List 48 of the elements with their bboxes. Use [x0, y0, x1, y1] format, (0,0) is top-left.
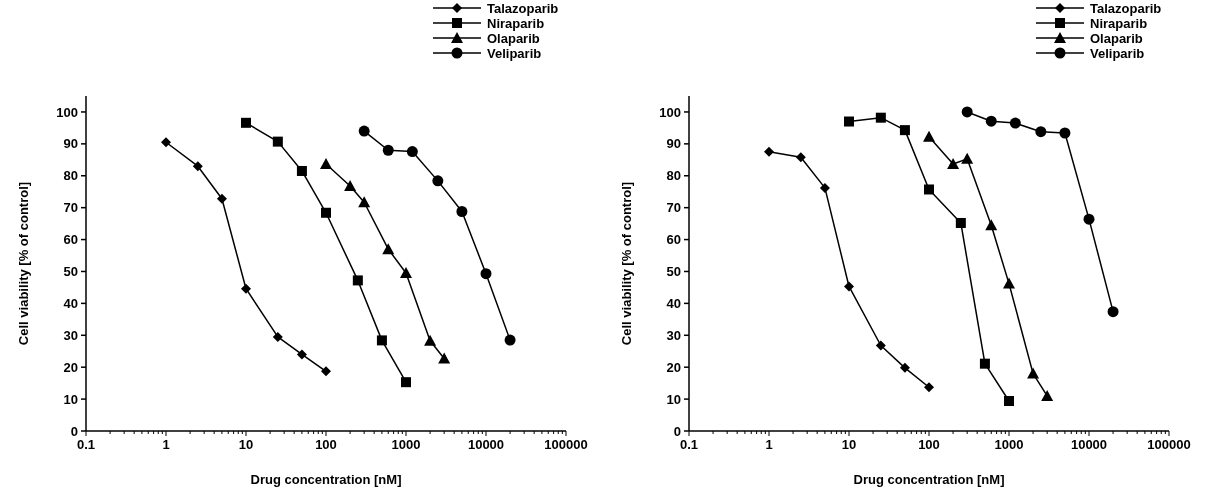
y-tick-label: 30: [63, 327, 78, 343]
x-tick-label: 1000: [994, 437, 1024, 452]
y-tick-label: 70: [63, 200, 78, 216]
y-tick-label: 80: [666, 168, 681, 184]
x-tick-label: 100: [315, 437, 337, 452]
legend-label: Veliparib: [1090, 45, 1145, 61]
x-tick-label: 10000: [467, 437, 505, 452]
y-tick-label: 100: [659, 104, 681, 120]
x-tick-label: 1: [765, 437, 773, 452]
y-tick-label: 20: [666, 359, 681, 375]
y-axis-title: Cell viability [% of control]: [619, 181, 634, 346]
y-tick-label: 50: [666, 264, 681, 280]
y-axis-title: Cell viability [% of control]: [16, 181, 31, 346]
y-tick-label: 50: [63, 264, 78, 280]
legend-label: Talazoparib: [487, 0, 559, 16]
y-tick-label: 40: [63, 295, 78, 311]
x-tick-label: 10: [238, 437, 254, 452]
legend-label: Niraparib: [487, 15, 545, 31]
x-axis-title: Drug concentration [nM]: [853, 472, 1005, 487]
x-tick-label: 100: [918, 437, 940, 452]
x-tick-label: 1000: [391, 437, 421, 452]
legend-label: Talazoparib: [1090, 0, 1162, 16]
y-tick-label: 90: [63, 136, 78, 152]
legend-label: Olaparib: [487, 30, 540, 46]
y-tick-label: 100: [56, 104, 78, 120]
x-tick-label: 100000: [1147, 437, 1191, 452]
y-tick-label: 0: [70, 423, 78, 439]
y-tick-label: 30: [666, 327, 681, 343]
y-tick-label: 10: [666, 391, 681, 407]
y-tick-label: 80: [63, 168, 78, 184]
y-tick-label: 40: [666, 295, 681, 311]
y-tick-label: 70: [666, 200, 681, 216]
x-tick-label: 0.1: [679, 437, 699, 452]
y-tick-label: 60: [666, 232, 681, 248]
y-tick-label: 90: [666, 136, 681, 152]
y-tick-label: 10: [63, 391, 78, 407]
legend-label: Veliparib: [487, 45, 542, 61]
y-tick-label: 60: [63, 232, 78, 248]
x-tick-label: 1: [162, 437, 170, 452]
x-axis-title: Drug concentration [nM]: [250, 472, 402, 487]
y-tick-label: 0: [673, 423, 681, 439]
x-tick-label: 0.1: [76, 437, 96, 452]
legend-label: Olaparib: [1090, 30, 1143, 46]
x-tick-label: 10: [841, 437, 857, 452]
x-tick-label: 10000: [1070, 437, 1108, 452]
legend-label: Niraparib: [1090, 15, 1148, 31]
y-tick-label: 20: [63, 359, 78, 375]
x-tick-label: 100000: [544, 437, 588, 452]
